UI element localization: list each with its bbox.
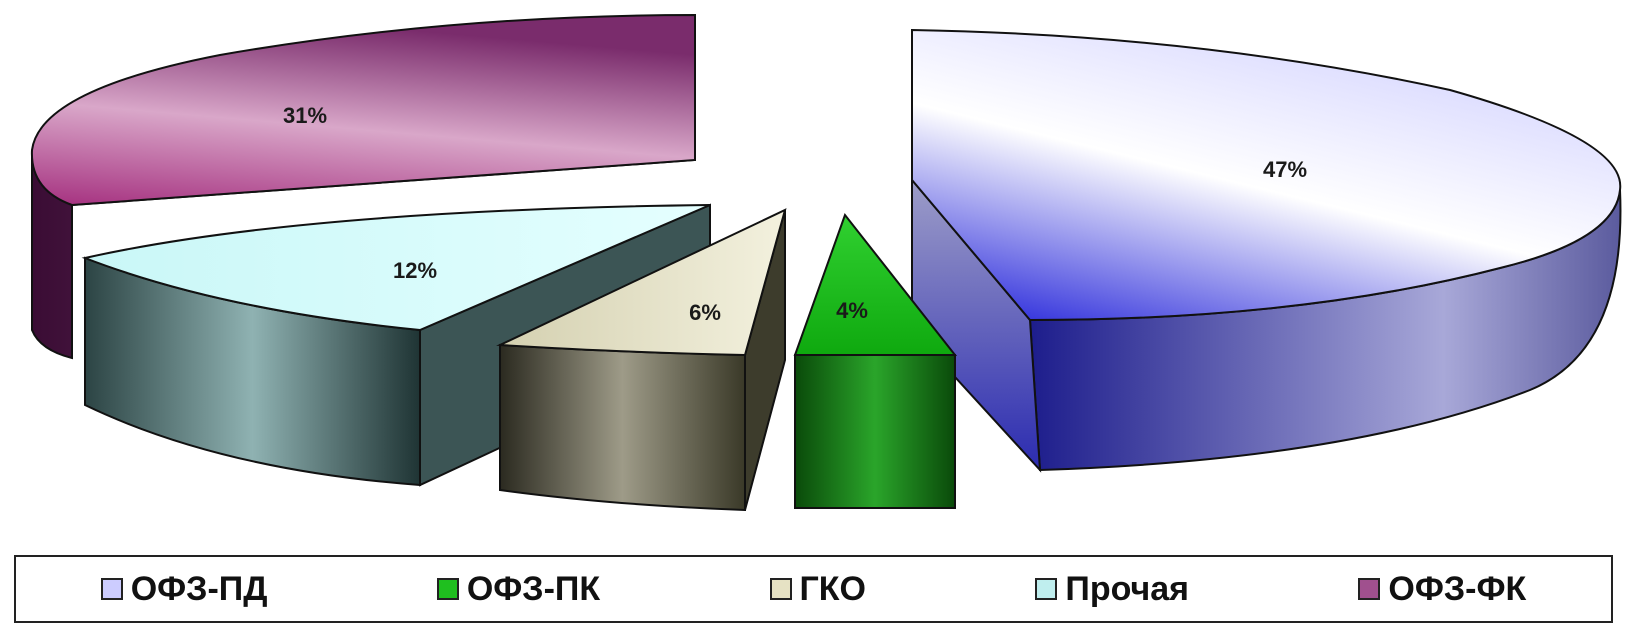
legend-swatch-ofz-fk [1358,578,1381,600]
legend-swatch-ofz-pd [100,578,123,600]
legend-swatch-prochaya [1035,578,1058,600]
legend-swatch-ofz-pk [436,578,459,600]
legend-label-ofz-pk: ОФЗ-ПК [466,569,601,608]
slice-ofz-pk [793,212,958,509]
legend-label-prochaya: Прочая [1065,569,1189,608]
slice-ofz-fk [30,13,696,360]
pie-chart: 47% 4% 6% 12% 31% [30,13,1622,512]
legend-item-ofz-pk: ОФЗ-ПК [436,569,601,609]
slice-prochaya-top [81,204,711,332]
legend-item-ofz-pd: ОФЗ-ПД [100,569,268,609]
legend-label-ofz-pd: ОФЗ-ПД [130,569,268,608]
label-ofz-pd: 47% [1263,157,1307,182]
slice-gko-front [499,343,746,512]
legend-item-prochaya: Прочая [1035,570,1189,609]
label-gko: 6% [689,300,721,325]
slice-ofz-pd [911,28,1622,473]
slice-ofz-pk-front [794,354,956,509]
legend-swatch-gko [769,578,792,600]
legend-label-gko: ГКО [799,569,866,608]
legend-label-ofz-fk: ОФЗ-ФК [1388,569,1527,608]
legend-item-gko: ГКО [769,569,866,609]
label-ofz-pk: 4% [836,298,868,323]
slice-ofz-fk-top [30,13,696,207]
slice-gko [496,208,787,512]
label-ofz-fk: 31% [283,103,327,128]
slice-ofz-pk-top [793,212,958,356]
legend-item-ofz-fk: ОФЗ-ФК [1358,570,1526,609]
slice-gko-top [496,208,787,357]
slice-ofz-pd-top [911,28,1622,322]
label-prochaya: 12% [393,258,437,283]
legend: ОФЗ-ПД ОФЗ-ПК ГКО Прочая ОФЗ-ФК [14,555,1613,623]
